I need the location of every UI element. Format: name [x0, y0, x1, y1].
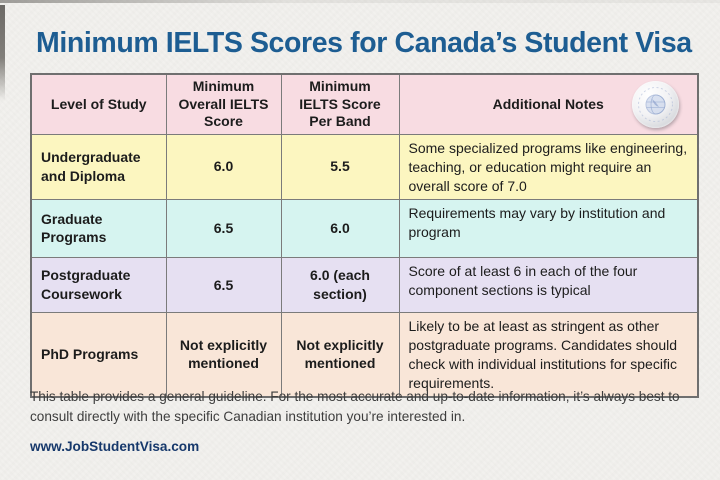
col-header-per-band-score: Minimum IELTS Score Per Band: [280, 73, 400, 135]
col-header-overall-score: Minimum Overall IELTS Score: [165, 73, 282, 135]
col-header-label: Additional Notes: [492, 95, 604, 112]
cell-per-band-score: 6.0 (each section): [280, 256, 400, 313]
scan-edge-artifact: [0, 0, 720, 3]
footer: This table provides a general guideline.…: [30, 387, 704, 454]
table-row-undergraduate: Undergraduate and Diploma 6.0 5.5 Some s…: [30, 133, 699, 200]
cell-overall-score: 6.5: [165, 256, 282, 313]
table-row-phd: PhD Programs Not explicitly mentioned No…: [30, 311, 699, 398]
globe-seal-icon: [632, 81, 679, 129]
table-header-row: Level of Study Minimum Overall IELTS Sco…: [30, 73, 699, 135]
col-header-additional-notes: Additional Notes: [398, 73, 699, 135]
col-header-label: Level of Study: [50, 95, 147, 112]
cell-additional-notes: Likely to be at least as stringent as ot…: [398, 311, 699, 398]
cell-per-band-score: Not explicitly mentioned: [280, 311, 400, 398]
table-row-graduate: Graduate Programs 6.5 6.0 Requirements m…: [30, 198, 699, 258]
page-title: Minimum IELTS Scores for Canada’s Studen…: [36, 27, 692, 59]
cell-level-of-study: Postgraduate Coursework: [30, 256, 167, 313]
table-row-postgraduate: Postgraduate Coursework 6.5 6.0 (each se…: [30, 256, 699, 313]
cell-overall-score: Not explicitly mentioned: [165, 311, 282, 398]
cell-overall-score: 6.0: [165, 133, 282, 200]
cell-additional-notes: Some specialized programs like engineeri…: [398, 133, 699, 200]
col-header-level-of-study: Level of Study: [30, 73, 167, 135]
col-header-label: Minimum Overall IELTS Score: [178, 78, 269, 129]
cell-level-of-study: Undergraduate and Diploma: [30, 133, 167, 200]
cell-per-band-score: 5.5: [280, 133, 400, 200]
col-header-label: Minimum IELTS Score Per Band: [299, 78, 381, 129]
cell-level-of-study: PhD Programs: [30, 311, 167, 398]
cell-per-band-score: 6.0: [280, 198, 400, 258]
scan-edge-artifact: [0, 5, 5, 101]
cell-additional-notes: Requirements may vary by institution and…: [398, 198, 699, 258]
ielts-scores-table: Level of Study Minimum Overall IELTS Sco…: [30, 73, 699, 398]
cell-overall-score: 6.5: [165, 198, 282, 258]
disclaimer-text: This table provides a general guideline.…: [30, 389, 680, 424]
cell-level-of-study: Graduate Programs: [30, 198, 167, 258]
cell-additional-notes: Score of at least 6 in each of the four …: [398, 256, 699, 313]
website-url: www.JobStudentVisa.com: [30, 438, 200, 454]
